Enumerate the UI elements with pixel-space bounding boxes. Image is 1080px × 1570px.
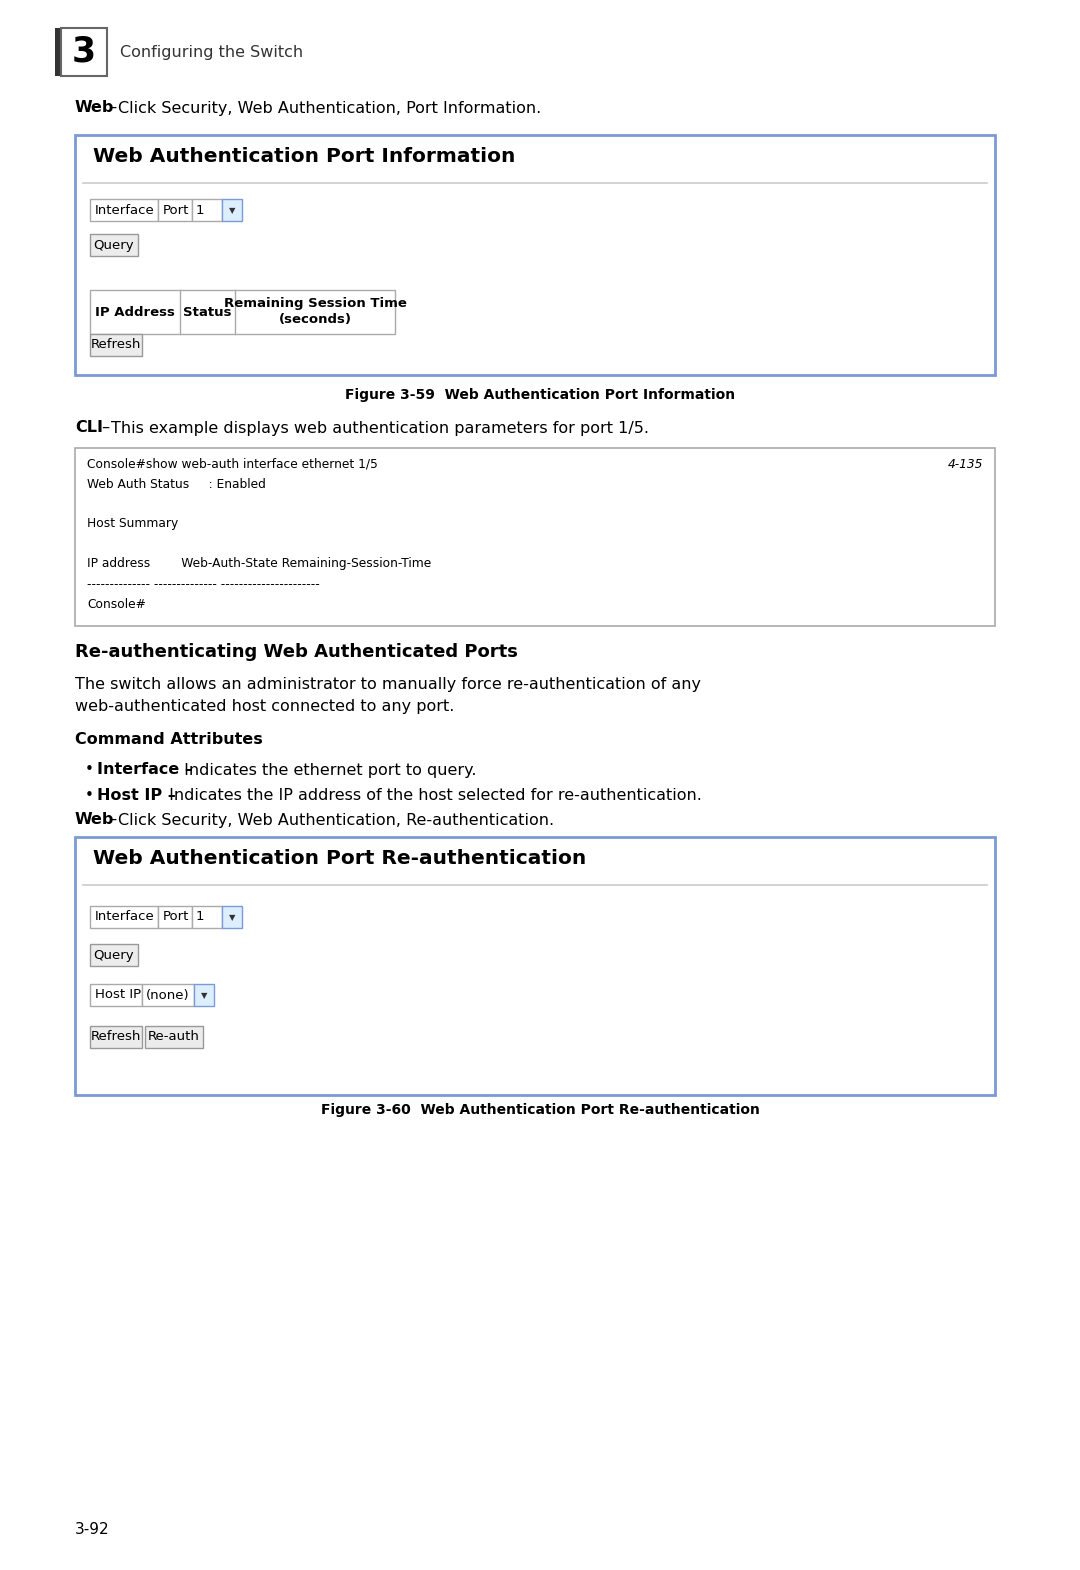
Text: 1: 1 [195,911,204,923]
Text: 4-135: 4-135 [947,457,983,471]
Text: Command Attributes: Command Attributes [75,733,262,747]
Text: Indicates the ethernet port to query.: Indicates the ethernet port to query. [179,763,476,777]
Text: Web Auth Status     : Enabled: Web Auth Status : Enabled [87,477,266,490]
Text: Host Summary: Host Summary [87,518,178,531]
Text: Interface: Interface [95,204,154,217]
Bar [141,984,194,1006]
Text: Web Authentication Port Information: Web Authentication Port Information [93,148,515,166]
Text: Console#: Console# [87,598,146,611]
Text: Interface: Interface [95,911,154,923]
Text: 3-92: 3-92 [75,1523,110,1537]
Bar [90,234,138,256]
Text: Host IP –: Host IP – [97,788,176,802]
Bar [90,1027,141,1049]
Text: Port: Port [163,911,189,923]
Bar [145,1027,203,1049]
Bar [75,837,995,1094]
Bar [192,906,222,928]
Bar [222,199,242,221]
Text: ▼: ▼ [229,914,235,923]
Text: The switch allows an administrator to manually force re-authentication of any: The switch allows an administrator to ma… [75,677,701,691]
Text: Re-auth: Re-auth [148,1030,200,1044]
Bar [90,906,158,928]
Text: Web Authentication Port Re-authentication: Web Authentication Port Re-authenticatio… [93,849,586,868]
Text: Re-authenticating Web Authenticated Ports: Re-authenticating Web Authenticated Port… [75,644,518,661]
Bar [158,906,192,928]
Text: Web: Web [75,813,114,827]
Text: Interface –: Interface – [97,763,193,777]
Bar [90,984,141,1006]
Bar [90,944,138,966]
Text: IP Address: IP Address [95,306,175,319]
Bar [75,447,995,626]
Text: This example displays web authentication parameters for port 1/5.: This example displays web authentication… [111,421,649,435]
Text: -------------- -------------- ----------------------: -------------- -------------- ----------… [87,578,320,590]
Text: Configuring the Switch: Configuring the Switch [120,44,303,60]
Text: –: – [104,100,122,116]
Text: Host IP: Host IP [95,989,141,1002]
Text: Console#show web-auth interface ethernet 1/5: Console#show web-auth interface ethernet… [87,457,378,471]
Text: •: • [85,763,94,777]
Text: Figure 3-60  Web Authentication Port Re-authentication: Figure 3-60 Web Authentication Port Re-a… [321,1104,759,1116]
Text: Query: Query [94,239,134,251]
Text: Status: Status [184,306,232,319]
Text: web-authenticated host connected to any port.: web-authenticated host connected to any … [75,699,455,713]
Text: Click Security, Web Authentication, Re-authentication.: Click Security, Web Authentication, Re-a… [118,813,554,827]
Text: Refresh: Refresh [91,1030,141,1044]
Text: •: • [85,788,94,802]
Bar [194,984,214,1006]
Bar [90,290,395,334]
Text: (none): (none) [146,989,190,1002]
Text: Port: Port [163,204,189,217]
Bar [55,28,60,75]
Bar [222,906,242,928]
Text: Remaining Session Time: Remaining Session Time [224,297,406,311]
Bar [75,135,995,375]
Text: Refresh: Refresh [91,339,141,352]
Text: IP address        Web-Auth-State Remaining-Session-Time: IP address Web-Auth-State Remaining-Sess… [87,557,431,570]
Text: Figure 3-59  Web Authentication Port Information: Figure 3-59 Web Authentication Port Info… [345,388,735,402]
Text: 3: 3 [72,35,96,69]
Text: –: – [97,421,116,435]
Text: ▼: ▼ [229,207,235,215]
Text: ▼: ▼ [201,992,207,1000]
Bar [90,334,141,356]
Text: Query: Query [94,948,134,961]
Bar [192,199,222,221]
Text: –: – [104,813,122,827]
Bar [158,199,192,221]
Text: Click Security, Web Authentication, Port Information.: Click Security, Web Authentication, Port… [118,100,541,116]
Text: Web: Web [75,100,114,116]
Text: (seconds): (seconds) [279,314,351,327]
Text: 1: 1 [195,204,204,217]
Bar [60,28,107,75]
Text: Indicates the IP address of the host selected for re-authentication.: Indicates the IP address of the host sel… [164,788,702,802]
Text: CLI: CLI [75,421,103,435]
Bar [90,199,158,221]
